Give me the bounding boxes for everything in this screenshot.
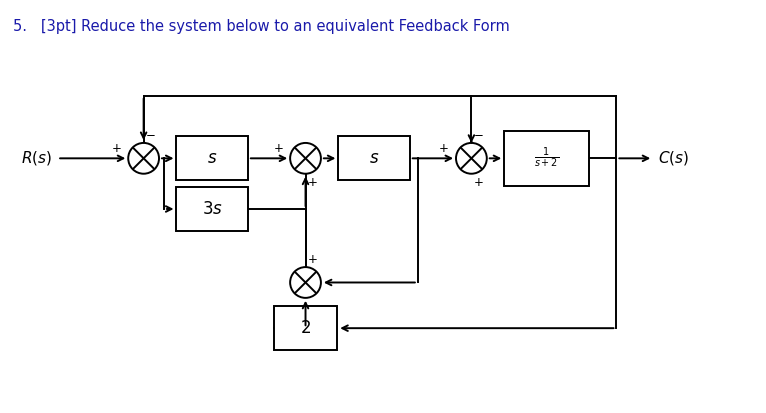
Circle shape [456,143,487,174]
Text: +: + [439,142,449,155]
Text: +: + [308,253,317,266]
Circle shape [290,143,321,174]
Text: $C(s)$: $C(s)$ [658,150,689,167]
Text: $2$: $2$ [300,319,311,337]
Bar [504,131,588,186]
Circle shape [290,267,321,298]
Text: +: + [111,142,121,155]
Text: −: − [308,142,317,155]
Text: $s$: $s$ [207,150,218,167]
Text: $3s$: $3s$ [201,200,223,218]
Text: +: + [473,176,483,189]
Circle shape [128,143,159,174]
Bar [339,136,410,180]
Text: $R(s)$: $R(s)$ [21,150,52,167]
Text: −: − [473,128,483,142]
Text: +: + [273,142,283,155]
Text: $\frac{1}{s+2}$: $\frac{1}{s+2}$ [534,146,559,171]
Bar [176,136,248,180]
Bar [176,187,248,231]
Text: 5.   [3pt] Reduce the system below to an equivalent Feedback Form: 5. [3pt] Reduce the system below to an e… [12,19,509,34]
Text: $s$: $s$ [369,150,379,167]
Text: −: − [146,128,155,142]
Text: −: − [308,300,317,313]
Text: +: + [308,176,317,189]
Bar [273,306,337,350]
